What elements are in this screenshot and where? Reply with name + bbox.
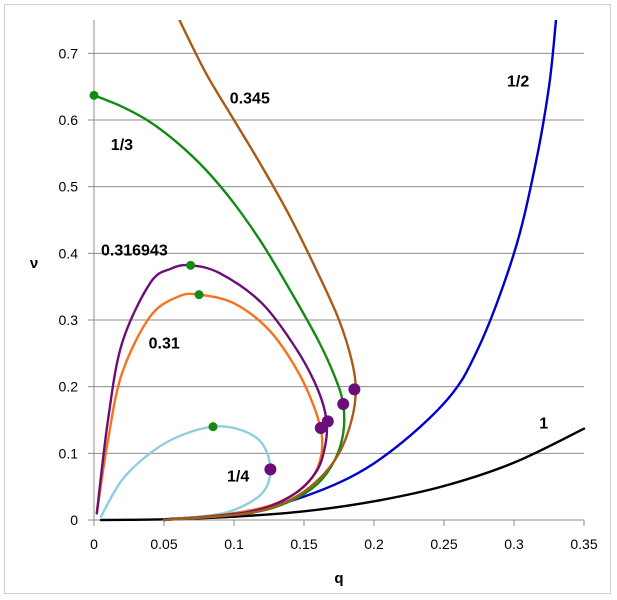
curve-label: 0.316943 [101,242,168,259]
data-point-marker [348,383,361,396]
grid-lines [94,52,584,454]
axes: 0 0.1 0.2 0.3 0.4 0.5 0.6 0.7 0 0.05 0.1 0.15 0.2 0.2… [59,20,598,552]
series-line-3 [95,292,324,522]
series-line-4 [95,263,329,522]
series-line-1 [162,20,558,521]
data-point-marker [194,290,204,300]
chart-frame [4,4,611,594]
point-markers [89,90,361,476]
data-point-marker [321,415,334,428]
y-tick-label: 0.1 [59,445,79,461]
x-tick-label: 0.35 [570,536,597,552]
curve-label: 1/4 [227,468,249,485]
x-tick-label: 0.3 [504,536,524,552]
data-point-marker [89,90,99,100]
x-tick-label: 0.05 [150,536,177,552]
y-tick-label: 0.3 [59,312,79,328]
data-point-marker [264,463,277,476]
x-tick-label: 0 [90,536,98,552]
x-tick-label: 0.15 [290,536,317,552]
curve-label: 1 [539,416,548,433]
data-point-marker [186,260,196,270]
curve-labels: 1 1/2 0.345 1/3 0.316943 0.31 1/4 [101,74,548,486]
data-point-marker [208,422,218,432]
y-tick-label: 0.7 [59,45,79,61]
series-curves [92,20,586,522]
x-axis-title: q [334,570,343,587]
data-point-marker [337,398,350,410]
y-tick-label: 0.2 [59,379,79,395]
x-tick-label: 0.1 [224,536,244,552]
curve-label: 1/3 [111,137,133,154]
y-tick-label: 0.6 [59,112,79,128]
curve-label: 0.345 [230,90,270,107]
curve-label: 1/2 [507,74,529,91]
series-line-6 [162,20,357,522]
series-line-5 [92,94,346,522]
x-tick-label: 0.25 [430,536,457,552]
curve-label: 0.31 [149,336,180,353]
y-tick-label: 0.4 [59,245,79,261]
x-tick-label: 0.2 [364,536,384,552]
y-tick-label: 0 [70,512,78,528]
y-axis-title: ν [30,255,38,272]
series-line-2 [99,425,272,522]
y-tick-label: 0.5 [59,179,79,195]
